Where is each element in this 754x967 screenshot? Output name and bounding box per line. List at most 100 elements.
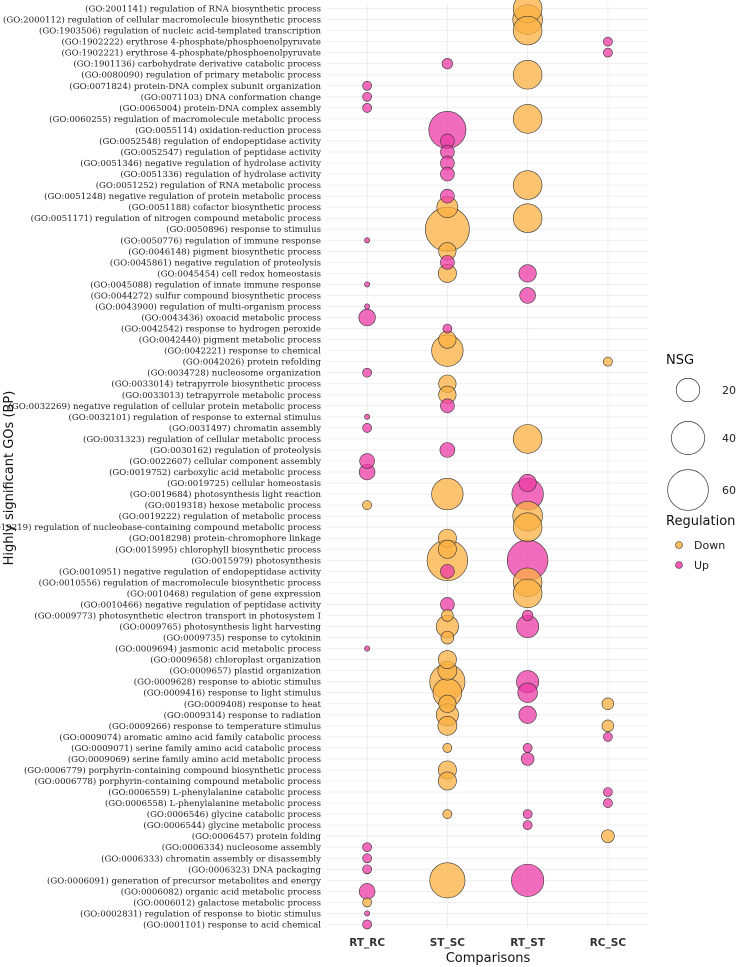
- y-tick-label: (GO:0065004) protein-DNA complex assembl…: [119, 103, 321, 114]
- y-tick-label: (GO:0050896) response to stimulus: [166, 224, 321, 235]
- y-tick-label: (GO:0042026) protein refolding: [183, 357, 322, 368]
- y-tick-label: (GO:0009069) serine family amino acid me…: [68, 754, 321, 765]
- y-tick-label: (GO:0019684) photosynthesis light reacti…: [130, 489, 322, 500]
- y-tick-label: (GO:0031323) regulation of cellular meta…: [83, 434, 321, 445]
- legend-size-circle: [675, 377, 701, 403]
- y-tick-label: (GO:0006012) galactose metabolic process: [133, 897, 321, 908]
- bubble-point: [522, 743, 533, 753]
- y-tick-label: (GO:0019222) regulation of metabolic pro…: [119, 511, 321, 522]
- y-tick-label: (GO:0006558) L-phenylalanine metabolic p…: [105, 798, 321, 809]
- y-tick-label: (GO:0009314) response to radiation: [164, 710, 322, 721]
- y-tick-label: (GO:2000112) regulation of cellular macr…: [3, 15, 321, 26]
- y-tick-label: (GO:0006559) L-phenylalanine catabolic p…: [108, 787, 321, 798]
- legend-color-title: Regulation: [666, 514, 735, 529]
- y-tick-label: (GO:0009266) response to temperature sti…: [109, 721, 321, 732]
- y-tick-label: (GO:0060255) regulation of macromolecule…: [49, 114, 321, 125]
- bubble-point: [603, 798, 613, 808]
- bubble-point: [520, 752, 535, 766]
- legend-size-circle: [671, 421, 705, 455]
- bubble-point: [522, 609, 534, 622]
- y-tick-label: (GO:0033013) tetrapyrrole metabolic proc…: [122, 390, 321, 401]
- y-tick-label: (GO:0018298) protein-chromophore linkage: [129, 533, 321, 544]
- bubble-point: [437, 716, 458, 736]
- legend-size-label: 20: [722, 384, 736, 397]
- y-tick-label: (GO:0033014) tetrapyrrole biosynthetic p…: [111, 379, 321, 390]
- y-tick-label: (GO:0006546) glycine catabolic process: [147, 809, 321, 820]
- bubble-point: [601, 829, 615, 843]
- bubble-point: [440, 166, 455, 182]
- y-tick-label: (GO:0052548) regulation of endopeptidase…: [99, 136, 321, 147]
- y-tick-label: (GO:0006082) organic acid metabolic proc…: [121, 886, 321, 897]
- bubble-point: [362, 842, 372, 853]
- y-tick-label: (GO:1901136) carbohydrate derivative cat…: [73, 59, 321, 70]
- bubble-point: [358, 883, 376, 900]
- y-tick-label: (GO:0030162) regulation of proteolysis: [150, 445, 321, 456]
- bubble-point: [431, 478, 464, 511]
- y-tick-label: (GO:0022607) cellular component assembly: [129, 456, 321, 467]
- bubble-point: [442, 809, 453, 819]
- bubble-point: [522, 820, 533, 831]
- y-tick-label: (GO:0032101) regulation of response to e…: [69, 412, 321, 423]
- legend: NSG 20 40 60 Regulation Down Up: [666, 353, 736, 572]
- y-tick-label: (GO:0006544) glycine metabolic process: [143, 820, 321, 831]
- y-tick-label: (GO:0051336) regulation of hydrolase act…: [120, 169, 321, 180]
- y-tick-label: (GO:0010468) regulation of gene expressi…: [127, 588, 322, 599]
- bubble-point: [362, 919, 372, 930]
- x-tick-label: RT_ST: [510, 937, 546, 949]
- bubble-point: [511, 863, 545, 897]
- bubble-point: [362, 102, 372, 113]
- bubble-point: [603, 36, 613, 47]
- y-tick-label: (GO:0006333) chromatin assembly or disas…: [101, 853, 321, 864]
- bubble-point: [603, 47, 613, 58]
- y-tick-label: (GO:0050776) regulation of immune respon…: [120, 235, 321, 246]
- bubble-point: [518, 705, 537, 724]
- y-tick-label: (GO:0002831) regulation of response to b…: [80, 908, 321, 919]
- y-tick-label: (GO:0006334) nucleosome assembly: [162, 842, 321, 853]
- bubble-point: [364, 413, 371, 420]
- bubble-point: [603, 732, 613, 742]
- bubble-point: [364, 303, 371, 310]
- y-tick-label: (GO:0015995) chlorophyll biosynthetic pr…: [115, 544, 321, 555]
- y-tick-label: (GO:0006457) protein folding: [192, 831, 322, 842]
- y-tick-label: (GO:0045861) negative regulation of prot…: [110, 257, 321, 268]
- y-tick-label: (GO:0071103) DNA conformation change: [141, 92, 321, 103]
- y-tick-label: (GO:0044272) sulfur compound biosyntheti…: [91, 290, 321, 301]
- bubble-point: [364, 237, 371, 244]
- bubble-point: [362, 367, 372, 378]
- y-tick-label: (GO:0010951) negative regulation of endo…: [59, 566, 321, 577]
- x-axis-title: Comparisons: [446, 951, 531, 966]
- y-tick-label: (GO:0006778) porphyrin-containing compou…: [34, 776, 321, 787]
- y-tick-label: (GO:0009657) plastid organization: [170, 666, 322, 677]
- bubble-point: [364, 645, 371, 652]
- legend-color-label: Up: [694, 559, 709, 572]
- y-tick-label: (GO:0031497) chromatin assembly: [169, 423, 321, 434]
- y-tick-label: (GO:0043900) regulation of multi-organis…: [95, 301, 321, 312]
- bubble-point: [601, 719, 615, 733]
- bubble-point: [517, 682, 538, 703]
- bubble-point: [441, 58, 453, 70]
- bubble-point: [440, 398, 455, 414]
- bubble-point: [518, 474, 537, 493]
- bubble-point: [359, 453, 375, 469]
- y-tick-label: (GO:0009735) response to cytokinin: [163, 633, 321, 644]
- y-tick-label: (GO:1902221) erythrose 4-phosphate/phosp…: [61, 48, 321, 59]
- x-tick-label: RC_SC: [590, 937, 627, 949]
- legend-color-swatch: [675, 561, 683, 569]
- y-tick-label: (GO:0019318) hexose metabolic process: [145, 500, 321, 511]
- bubble-point: [439, 442, 456, 458]
- bubble-point: [440, 255, 455, 270]
- y-tick-label: (GO:0051188) cofactor biosynthetic proce…: [128, 202, 321, 213]
- y-tick-label: (GO:0043436) oxoacid metabolic process: [141, 313, 321, 324]
- bubble-point: [362, 423, 372, 433]
- y-tick-label: (GO:0009773) photosynthetic electron tra…: [34, 610, 321, 621]
- y-tick-label: (GO:0045088) regulation of innate immune…: [90, 279, 321, 290]
- legend-size-label: 40: [722, 432, 736, 445]
- bubble-point: [362, 500, 372, 510]
- bubble-point: [512, 203, 543, 233]
- y-tick-label: (GO:0009694) jasmonic acid metabolic pro…: [115, 644, 321, 655]
- y-tick-label: (GO:0019725) cellular homeostasis: [167, 478, 321, 489]
- y-tick-label: (GO:0006779) porphyrin-containing compou…: [24, 765, 321, 776]
- bubble-layer: [358, 0, 615, 930]
- y-tick-label: (GO:0080090) regulation of primary metab…: [81, 70, 321, 81]
